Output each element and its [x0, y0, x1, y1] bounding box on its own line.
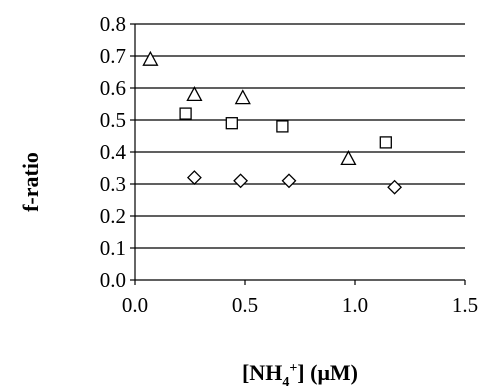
- data-point-diamond: [186, 170, 202, 186]
- y-tick-label: 0.8: [100, 12, 126, 36]
- y-tick-label: 0.6: [100, 76, 126, 100]
- y-tick-label: 0.2: [100, 204, 126, 228]
- axes: [130, 23, 466, 285]
- x-axis-title-prefix: [NH: [242, 360, 282, 385]
- gridlines: [135, 23, 465, 249]
- data-point-square: [276, 120, 289, 133]
- data-point-square: [179, 107, 192, 120]
- data-point-square: [379, 136, 392, 149]
- x-tick-label: 1.0: [342, 293, 368, 317]
- y-tick-label: 0.0: [100, 268, 126, 292]
- y-axis-title: f-ratio: [18, 152, 43, 212]
- y-tick-label: 0.1: [100, 236, 126, 260]
- tick-labels: 0.0 0.1 0.2 0.3 0.4 0.5 0.6 0.7 0.8 0.0 0.5 1.0 1.5: [100, 12, 478, 317]
- data-point-diamond: [233, 173, 249, 189]
- data-point-triangle: [340, 150, 357, 166]
- data-point-diamond: [281, 173, 297, 189]
- x-axis-title-superscript: +: [289, 361, 297, 376]
- x-tick-label: 0.5: [232, 293, 258, 317]
- y-tick-label: 0.4: [100, 140, 127, 164]
- data-point-triangle: [186, 86, 203, 102]
- x-axis-title-suffix: ] (μM): [297, 360, 358, 385]
- x-axis-title: [NH4+] (μM): [242, 360, 358, 388]
- data-point-triangle: [234, 89, 251, 105]
- data-point-square: [225, 117, 238, 130]
- data-points: [142, 50, 403, 195]
- y-tick-label: 0.3: [100, 172, 126, 196]
- x-tick-label: 0.0: [122, 293, 148, 317]
- data-point-diamond: [387, 179, 403, 195]
- x-tick-label: 1.5: [452, 293, 478, 317]
- y-tick-label: 0.5: [100, 108, 126, 132]
- data-point-triangle: [142, 50, 159, 66]
- x-axis-title-subscript: 4: [282, 375, 289, 388]
- y-tick-label: 0.7: [100, 44, 126, 68]
